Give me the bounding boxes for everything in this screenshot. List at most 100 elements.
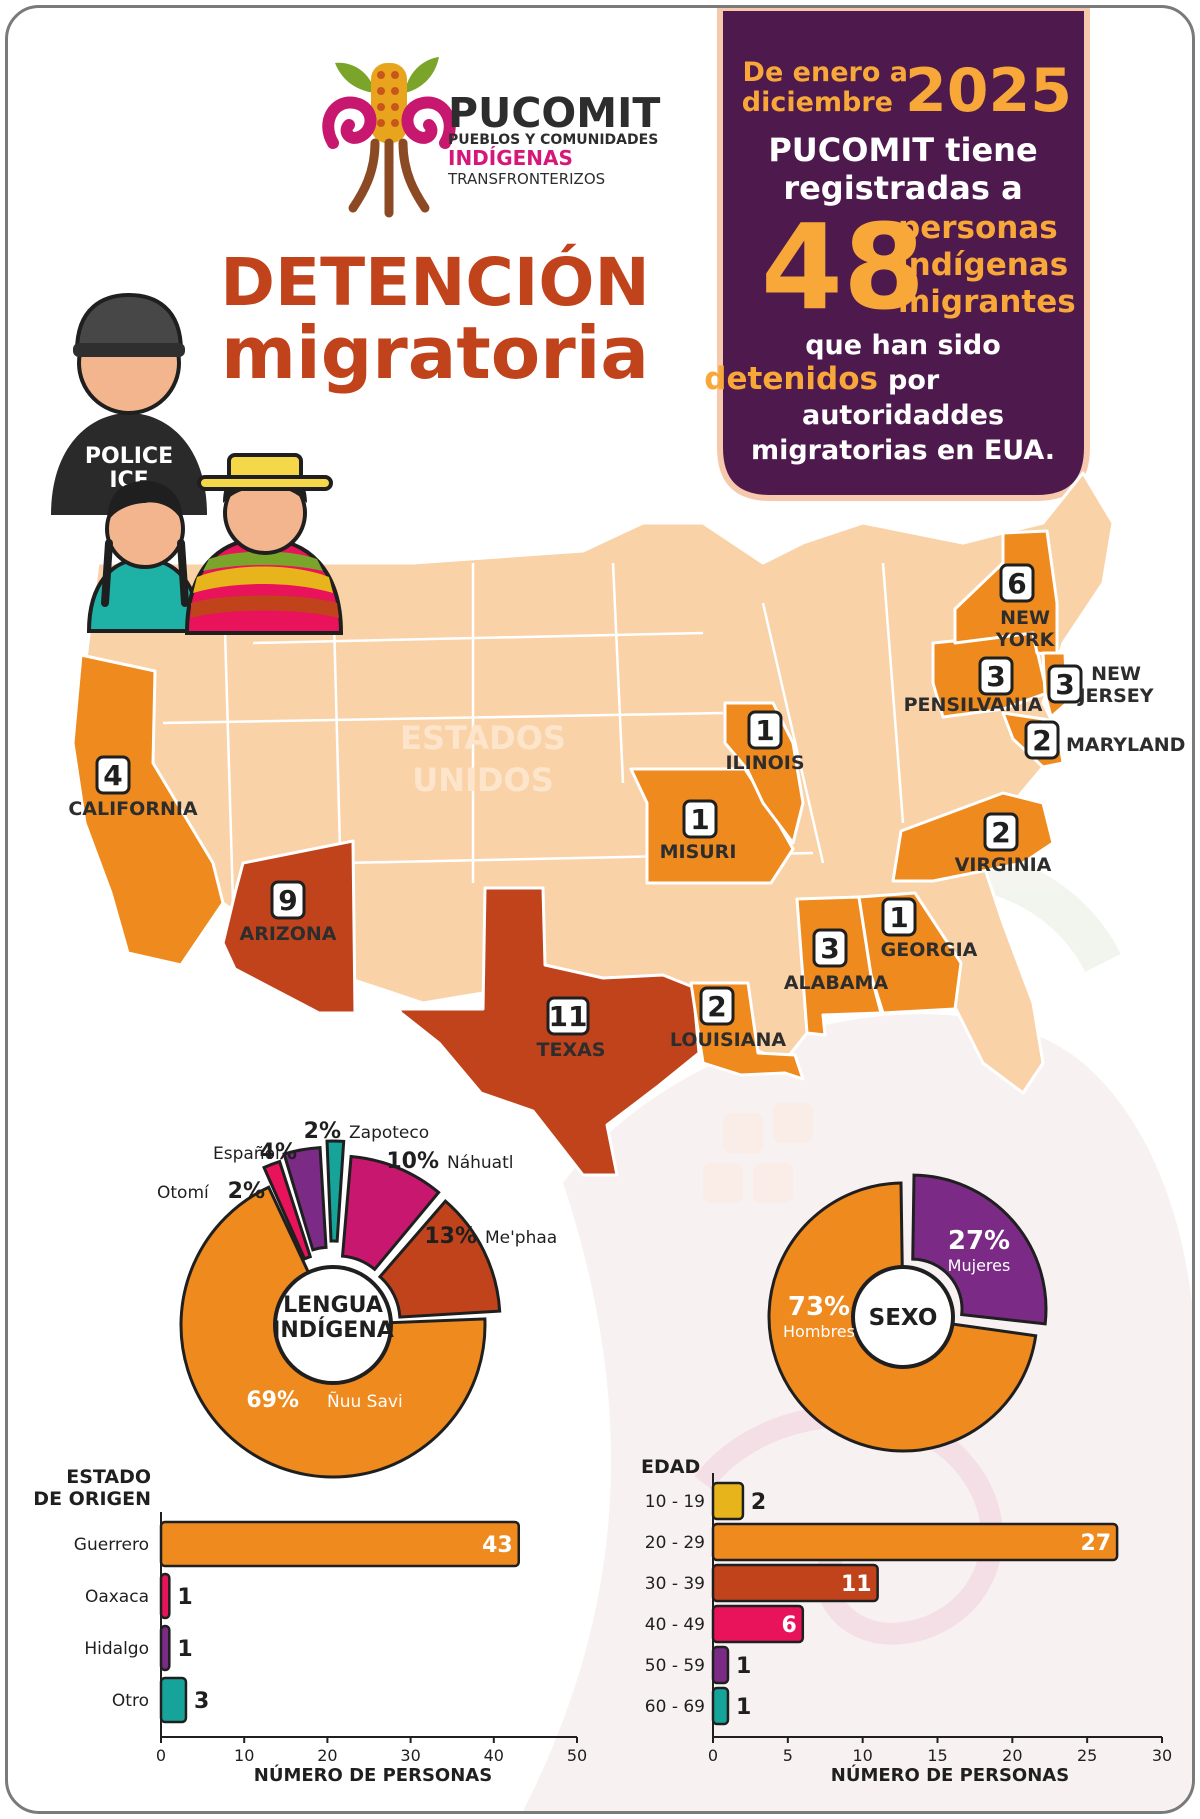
- origen-bar-chart: ESTADO DE ORIGEN Guerrero 43 Oaxaca 1 Hidalg…: [33, 1466, 587, 1786]
- info-count-l1: personas: [898, 210, 1058, 246]
- state-label-0: 4 CALIFORNIA: [68, 755, 198, 820]
- logo-line1: PUEBLOS Y COMUNIDADES: [448, 132, 658, 148]
- state-name: CALIFORNIA: [68, 798, 198, 820]
- infographic-canvas: PUCOMIT PUEBLOS Y COMUNIDADES INDÍGENAS …: [33, 8, 1192, 1811]
- state-label-7: 1 GEORGIA: [881, 897, 978, 961]
- bar-category-0: 10 - 19: [645, 1492, 705, 1512]
- state-count: 3: [820, 932, 839, 965]
- state-count-box: [270, 880, 306, 920]
- state-count: 3: [1055, 668, 1074, 701]
- lengua-label-3: Zapoteco: [349, 1123, 429, 1143]
- x-tick-label-0: 0: [708, 1746, 718, 1765]
- state-count-box: [983, 812, 1019, 852]
- state-name: ALABAMA: [784, 972, 889, 994]
- x-tick-label-2: 10: [852, 1746, 872, 1765]
- state-labels: 4CALIFORNIA9ARIZONA11TEXAS2LOUISIANA1MIS…: [68, 563, 1185, 1061]
- logo-name: PUCOMIT: [448, 89, 660, 137]
- edad-xlabel: NÚMERO DE PERSONAS: [831, 1764, 1069, 1786]
- woman-icon: [184, 453, 344, 635]
- state-name-l2: JERSEY: [1076, 685, 1153, 707]
- state-label-8: 2 VIRGINIA: [955, 812, 1052, 876]
- info-line2: registradas a: [783, 169, 1022, 207]
- state-count-box: [699, 986, 735, 1026]
- info-count-l3: migrantes: [898, 284, 1076, 320]
- bar-category-2: 30 - 39: [645, 1574, 705, 1594]
- state-count: 3: [986, 660, 1005, 693]
- lengua-value-2: 10%: [386, 1149, 439, 1174]
- state-count: 1: [889, 901, 908, 934]
- x-tick-label-3: 15: [927, 1746, 947, 1765]
- state-count: 2: [991, 816, 1010, 849]
- x-tick-label-4: 20: [1002, 1746, 1022, 1765]
- lengua-slice-2: [340, 1154, 441, 1272]
- lengua-label-4: Español: [213, 1144, 280, 1164]
- edad-title: EDAD: [641, 1456, 700, 1478]
- info-line4: autoridaddes: [802, 400, 1004, 431]
- state-name-l2: YORK: [995, 629, 1056, 651]
- country-label-l1: ESTADOS: [400, 719, 566, 757]
- country-label-l2: UNIDOS: [412, 761, 553, 799]
- state-name: GEORGIA: [881, 939, 978, 961]
- bar-0: [159, 1520, 521, 1568]
- pucomit-logo: PUCOMIT PUEBLOS Y COMUNIDADES INDÍGENAS …: [322, 57, 660, 218]
- sexo-center: [851, 1265, 955, 1369]
- bar-5: [711, 1686, 730, 1726]
- info-box: De enero a diciembre 2025 PUCOMIT tiene …: [704, 8, 1090, 501]
- state-label-4: 1 MISURI: [660, 799, 736, 863]
- bar-value-2: 11: [841, 1572, 872, 1597]
- origen-xlabel: NÚMERO DE PERSONAS: [254, 1764, 492, 1786]
- state-name: PENSILVANIA: [904, 694, 1043, 716]
- state-count-box: [812, 928, 848, 968]
- lengua-slice-5: [262, 1159, 313, 1261]
- officer-icon: POLICE ICE: [51, 292, 207, 515]
- bar-0: [711, 1481, 745, 1521]
- state-california: [71, 653, 225, 967]
- bar-category-2: Hidalgo: [84, 1639, 149, 1659]
- state-count-box: [95, 755, 131, 795]
- sexo-value-1: 73%: [788, 1292, 850, 1322]
- x-tick-label-2: 20: [317, 1746, 337, 1765]
- bar-category-1: 20 - 29: [645, 1533, 705, 1553]
- sexo-donut-chart: SEXO 27%Mujeres 73%Hombres: [767, 1173, 1048, 1453]
- sexo-slice-0: [911, 1173, 1048, 1326]
- lengua-slice-1: [377, 1199, 502, 1319]
- info-line5: migratorias en EUA.: [751, 435, 1055, 466]
- state-name: LOUISIANA: [670, 1029, 786, 1051]
- sexo-title: SEXO: [869, 1305, 938, 1331]
- lengua-label-0: Ñuu Savi: [327, 1390, 403, 1412]
- state-label-12: 2 MARYLAND: [1024, 720, 1185, 760]
- sexo-value-0: 27%: [948, 1226, 1010, 1256]
- bar-value-1: 27: [1080, 1531, 1111, 1556]
- state-count-box: [1047, 664, 1083, 704]
- bar-value-1: 1: [177, 1585, 192, 1610]
- state-name: NEW: [1000, 607, 1050, 629]
- bar-value-5: 1: [736, 1695, 751, 1720]
- state-count-box: [1024, 720, 1060, 760]
- bar-value-3: 3: [194, 1689, 209, 1714]
- state-count: 11: [549, 1000, 588, 1033]
- info-line1: PUCOMIT tiene: [768, 131, 1037, 169]
- lengua-donut-chart: LENGUA INDÍGENA 69% Ñuu Savi 13% Me'phaa 10%…: [157, 1119, 557, 1479]
- child-icon: [86, 481, 202, 633]
- title-line1: DETENCIÓN: [220, 244, 650, 321]
- lengua-value-5: 2%: [228, 1179, 265, 1204]
- info-detenidos: detenidos: [704, 361, 878, 397]
- bar-category-1: Oaxaca: [85, 1587, 149, 1607]
- lengua-value-3: 2%: [304, 1119, 341, 1144]
- origen-title-l1: ESTADO: [66, 1466, 151, 1488]
- state-name: ILINOIS: [725, 752, 804, 774]
- logo-line3: TRANSFRONTERIZOS: [447, 170, 605, 188]
- lengua-slice-4: [282, 1146, 328, 1252]
- info-period-line2: diciembre: [742, 87, 893, 118]
- bar-3: [159, 1676, 188, 1724]
- bar-1: [711, 1522, 1119, 1562]
- lengua-title-l1: LENGUA: [283, 1293, 383, 1318]
- state-label-5: 1 ILINOIS: [725, 710, 805, 774]
- lengua-slice-3: [325, 1139, 346, 1243]
- info-por: por: [888, 365, 940, 396]
- vest-text-l1: POLICE: [85, 444, 173, 469]
- x-tick-label-4: 40: [484, 1746, 504, 1765]
